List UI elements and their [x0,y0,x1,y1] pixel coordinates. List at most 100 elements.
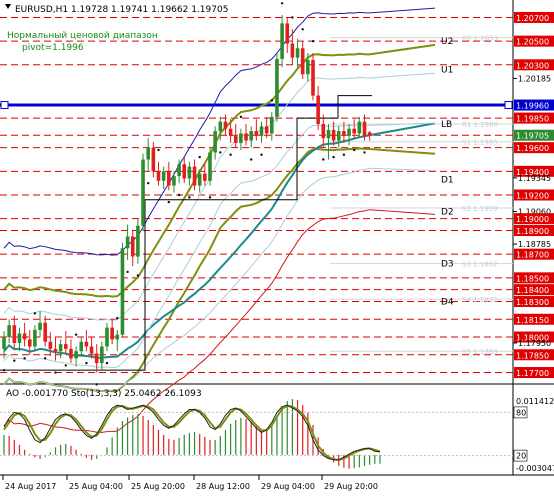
sub-axis-label: 20 [516,452,526,461]
price-level-tag [514,11,554,23]
axis-tick-label: 1.20185 [518,74,551,83]
sub-axis-box [513,406,528,419]
price-level-label: 1.18900 [516,227,549,236]
sub-axis-label: -0.003047 [516,464,554,473]
annotation-line-1: Нормальный ценовой диапазон [7,31,158,41]
zone-label: D2 [441,208,454,218]
psar-dot [229,153,232,156]
candle-body [254,131,259,136]
candle-body [151,147,156,172]
price-level-label: 1.18300 [516,298,549,307]
axis-tick-label: 1.17950 [518,339,551,348]
price-level-tag [514,112,554,124]
zone-level-label: S3 1.1862 [462,261,498,269]
zone-label: D4 [441,298,454,308]
candle-body [17,333,22,343]
price-level-tag [514,349,554,361]
time-axis-label: 29 Aug 20:00 [324,482,378,491]
candle-body [311,60,315,96]
psar-dot [301,28,304,31]
psar-dot [219,151,222,154]
candle-body [239,133,243,143]
candle-body [331,129,336,141]
price-level-tag [514,35,554,47]
candle-body [53,348,58,352]
candle-body [141,159,145,226]
psar-dot [353,148,356,152]
psar-dot [177,193,181,197]
price-level-tag [514,284,554,296]
price-level-tag [514,367,554,379]
candle-body [203,173,207,181]
price-level-label: 1.18500 [516,274,549,283]
zone-level-label: S1 1.1965 [462,139,498,147]
sub-axis-label: 0.011412 [516,397,554,406]
psar-dot [2,368,6,372]
zone-level-label: R2 1.2053 [462,35,498,43]
pivot-handle-left[interactable] [0,101,9,110]
zone-level-label: S2 1.1909 [462,205,498,213]
psar-dot [208,196,212,199]
candle-body [38,322,42,330]
band-light-3 [3,167,436,392]
candle-body [228,128,233,136]
psar-dot [239,115,243,119]
price-level-label: 1.17700 [516,369,549,378]
price-level-label: 1.20500 [516,38,549,47]
price-level-tag [514,189,554,201]
candle-body [74,351,78,359]
candle-body [156,171,161,181]
zone-level-label: R3 1.2088 [462,0,498,1]
psar-dot [188,196,191,199]
current-price-tag [514,129,554,141]
axis-tick-label: 1.19345 [518,174,551,183]
sub-indicator-header: AO -0.001770 Sto(13,3,3) 25.0462 26.1093 [6,389,202,399]
candle-body [136,225,140,257]
psar-dot [147,181,150,185]
candle-body [182,164,187,179]
zone-label: D3 [441,260,454,270]
price-level-label: 1.17850 [516,351,549,360]
time-axis-label: 24 Aug 2017 [5,482,56,491]
candle-body [223,121,228,129]
candle-body [43,322,47,342]
time-axis-label: 25 Aug 04:00 [69,482,123,491]
price-level-label: 1.19000 [516,215,549,224]
candle-body [357,121,362,134]
price-level-label: 1.19200 [516,192,549,201]
psar-dot [13,359,16,362]
collapse-triangle-icon[interactable] [5,4,11,9]
candle-body [7,325,11,338]
symbol-header: EURUSD,H1 1.19728 1.19741 1.19662 1.1970… [5,4,228,15]
psar-dot [311,39,315,43]
price-level-label: 1.18150 [516,316,549,325]
candle-body [192,166,197,186]
candle-body [270,116,274,134]
psar-dot [126,270,129,274]
zone-label: U1 [441,66,453,76]
pivot-handle-right[interactable] [504,101,513,110]
psar-dot [116,316,119,320]
price-level-tag [514,296,554,308]
candle-body [89,346,94,354]
time-axis-label: 25 Aug 20:00 [131,482,185,491]
price-level-tag [514,165,554,177]
candle-body [300,48,305,75]
zone-label: U2 [441,37,453,47]
psar-dot [250,158,253,161]
price-level-label: 1.18400 [516,286,549,295]
psar-dot [332,155,335,159]
price-level-tag [514,331,554,343]
zone-level-label: S4 1.1832 [462,296,498,304]
candle-body [244,133,248,141]
zone-level-label: S5 1.1788 [462,348,498,356]
sub-axis-box [513,449,528,462]
price-level-tag [514,272,554,284]
price-level-tag [514,225,554,237]
candle-body [64,344,68,349]
candle-body [105,327,109,347]
candle-body [146,147,150,160]
candle-body [115,334,120,340]
